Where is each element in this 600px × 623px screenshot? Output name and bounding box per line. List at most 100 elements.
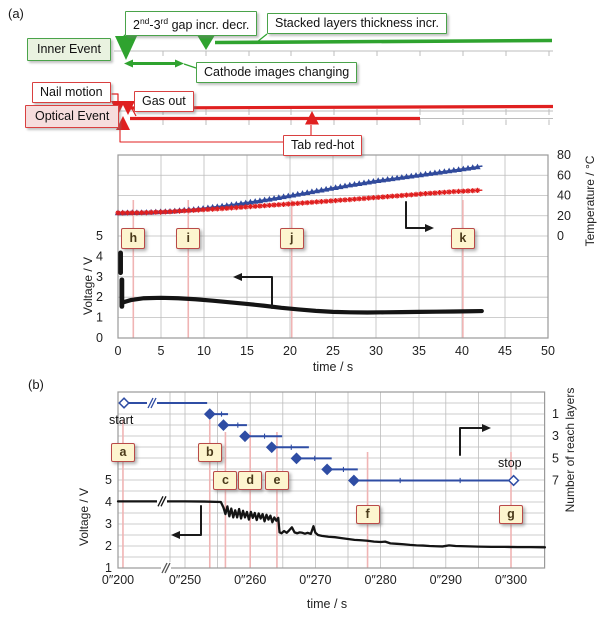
- nail-motion-connector: [111, 93, 119, 102]
- series-voltage-black: [121, 295, 484, 315]
- panel-a-x-tick-label: 5: [158, 344, 165, 358]
- axis-break-slash: [157, 496, 164, 507]
- gas-out-connector: [128, 102, 137, 117]
- right-axis-pointer-arrow-b: [459, 427, 483, 456]
- layer-diamond-icon: [265, 441, 278, 454]
- panel-a-x-tick-label: 30: [369, 344, 383, 358]
- axis-break-slash: [164, 562, 171, 574]
- panel-a-x-tick-label: 15: [240, 344, 254, 358]
- panel-a-x-tick-label: 40: [455, 344, 469, 358]
- panel-a-left-tick-label: 0: [96, 331, 103, 345]
- gap-text-1: 2: [133, 18, 140, 33]
- cathode-arrowhead-right-icon: [175, 59, 184, 68]
- layer-diamond-icon: [203, 408, 216, 420]
- axis-break-gap: [147, 397, 157, 409]
- stacked-start-triangle-icon: [197, 35, 215, 50]
- panel-a-right-tick-label: 0: [557, 229, 564, 243]
- panel-b-right-tick-label: 7: [552, 473, 559, 487]
- panel-b-x-tick-label: 0″280: [364, 573, 396, 587]
- left-axis-pointer-arrow: [241, 276, 273, 309]
- axis-break-slash: [150, 397, 157, 409]
- panel-a-left-tick-label: 4: [96, 249, 103, 263]
- callout-stacked-layers: Stacked layers thickness incr.: [267, 13, 447, 34]
- optical-start-triangle-icon: [116, 116, 130, 130]
- panel-b-x-tick-label: 0″270: [299, 573, 331, 587]
- inner-event-box: Inner Event: [27, 38, 111, 61]
- gap-sup-2: rd: [160, 16, 169, 26]
- layer-step-tick: [218, 411, 225, 417]
- axis-break-slash: [147, 397, 154, 409]
- callout-tab-red-hot: Tab red-hot: [283, 135, 363, 156]
- panel-a-left-tick-label: 1: [96, 311, 103, 325]
- panel-a-right-tick-label: 80: [557, 148, 571, 162]
- series-temperature-red-markers: [115, 187, 481, 216]
- panel-a-x-tick-label: 25: [326, 344, 340, 358]
- right-axis-arrowhead-icon: [425, 224, 434, 232]
- gas-out-box: Gas out: [134, 91, 194, 112]
- axis-break-gap: [157, 495, 167, 508]
- panel-b-label: (b): [28, 377, 44, 392]
- callout-gap-incr-decr: 2nd-3rd gap incr. decr.: [125, 11, 258, 37]
- layer-diamond-icon: [239, 430, 251, 443]
- panel-b-left-tick-label: 3: [105, 517, 112, 531]
- gap-text-2: -3: [149, 18, 161, 33]
- stacked-callout-connector: [256, 33, 268, 43]
- tab-red-hot-triangle-icon: [305, 111, 319, 125]
- optical-event-box: Optical Event: [25, 105, 120, 128]
- nail-motion-box: Nail motion: [32, 82, 111, 103]
- layer-diamond-icon: [321, 463, 333, 476]
- gap-text-3: gap incr. decr.: [168, 18, 250, 33]
- panel-a-x-tick-label: 20: [283, 344, 297, 358]
- layer-step-tick: [261, 433, 268, 439]
- right-axis-pointer-arrow: [405, 201, 426, 229]
- series-voltage-black-b: [116, 500, 547, 549]
- panel-b-right-tick-label: 5: [552, 451, 559, 465]
- layer-step-tick: [312, 455, 318, 461]
- start-label: start: [109, 413, 134, 427]
- event-marker-c: c: [213, 471, 238, 490]
- axis-break-slash: [160, 496, 167, 507]
- panel-a-left-axis-title: Voltage / V: [81, 256, 95, 316]
- event-marker-b: b: [197, 443, 222, 462]
- panel-b-x-tick-label: 0″250: [169, 573, 201, 587]
- event-marker-j: j: [279, 228, 304, 249]
- event-marker-f: f: [355, 505, 380, 524]
- cathode-callout-connector: [183, 63, 197, 69]
- panel-a-right-axis-title: Temperature / °C: [583, 155, 597, 247]
- panel-b-plot-frame: [117, 391, 546, 569]
- stop-label: stop: [498, 456, 522, 470]
- panel-b-x-tick-label: 0″200: [102, 573, 134, 587]
- panel-b-right-axis-title: Number of reach layers: [563, 387, 577, 513]
- tab-red-hot-connector: [119, 128, 284, 143]
- cathode-arrowhead-left-icon: [124, 59, 133, 68]
- panel-a-left-tick-label: 3: [96, 270, 103, 284]
- panel-a-left-tick-label: 5: [96, 229, 103, 243]
- event-marker-a: a: [110, 443, 135, 462]
- panel-a-left-tick-label: 2: [96, 290, 103, 304]
- panel-b-left-tick-label: 1: [105, 561, 112, 575]
- layer-diamond-icon: [290, 452, 303, 465]
- axis-break-gap: [161, 562, 171, 574]
- layer-step-tick: [397, 477, 403, 484]
- layer-step-tick: [340, 466, 347, 473]
- panel-a-right-tick-label: 40: [557, 189, 571, 203]
- gas-out-triangle-icon: [121, 101, 135, 115]
- callout-cathode-images: Cathode images changing: [196, 62, 358, 83]
- panel-a-x-tick-label: 0: [115, 344, 122, 358]
- event-marker-k: k: [450, 228, 475, 249]
- panel-b-left-tick-label: 2: [105, 539, 112, 553]
- panel-a-xaxis-title: time / s: [312, 360, 354, 374]
- stop-diamond-icon: [507, 474, 520, 487]
- panel-b-xaxis-title: time / s: [306, 597, 348, 611]
- stacked-layers-duration-line: [214, 38, 553, 45]
- layer-diamond-icon: [348, 474, 360, 487]
- left-axis-pointer-arrow-b: [179, 505, 202, 536]
- panel-b-left-axis-title: Voltage / V: [77, 487, 91, 547]
- event-marker-d: d: [238, 471, 263, 490]
- event-marker-e: e: [264, 471, 289, 490]
- axis-break-slash: [161, 562, 168, 574]
- panel-a-x-tick-label: 10: [197, 344, 211, 358]
- event-marker-h: h: [121, 228, 146, 249]
